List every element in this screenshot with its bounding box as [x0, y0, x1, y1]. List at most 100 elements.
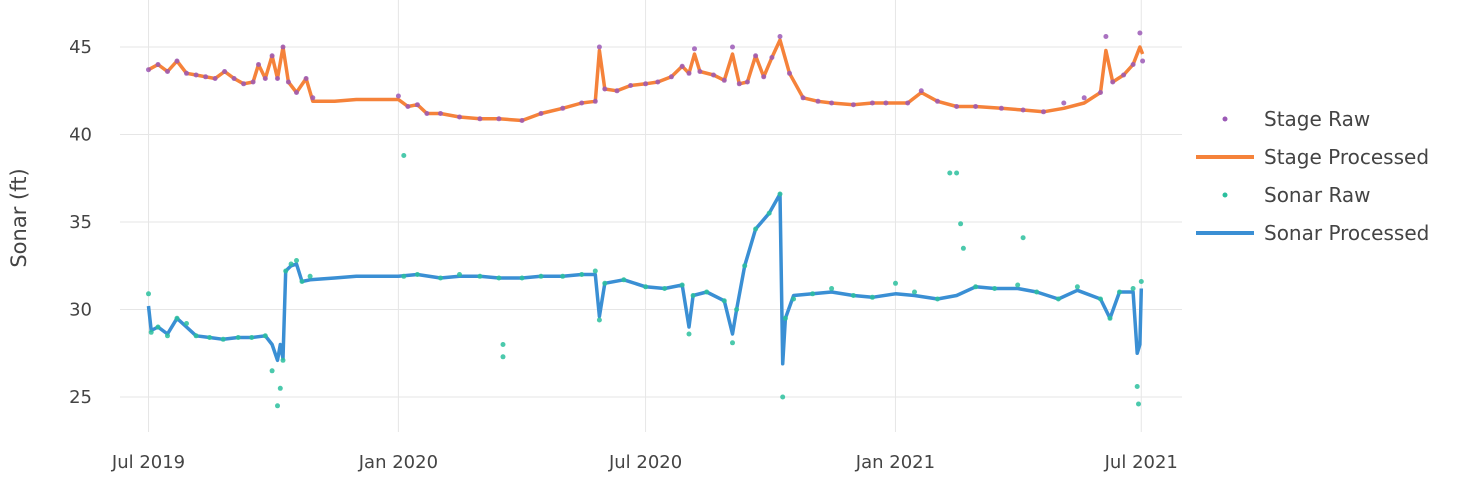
data-point	[736, 81, 742, 87]
data-point	[1041, 109, 1046, 115]
data-point	[998, 105, 1004, 111]
data-point	[791, 296, 797, 302]
legend-label: Stage Processed	[1264, 145, 1429, 169]
data-point	[815, 98, 821, 104]
legend-item[interactable]: Sonar Processed	[1196, 221, 1429, 245]
data-point	[148, 329, 154, 335]
data-point	[519, 275, 525, 281]
data-point	[662, 286, 668, 291]
legend-label: Sonar Raw	[1264, 183, 1371, 207]
data-point	[753, 53, 759, 59]
data-point	[256, 62, 261, 67]
data-point	[1134, 384, 1140, 389]
legend-label: Stage Raw	[1264, 107, 1370, 131]
data-point	[1074, 284, 1080, 290]
data-point	[782, 315, 788, 321]
data-point	[596, 317, 602, 323]
data-point	[850, 102, 856, 108]
data-point	[668, 74, 674, 80]
x-tick-label: Jul 2020	[608, 452, 682, 473]
data-point	[280, 357, 286, 363]
data-point	[155, 62, 161, 67]
data-point	[165, 69, 170, 74]
legend-item[interactable]: Stage Raw	[1222, 107, 1371, 131]
data-point	[262, 333, 268, 339]
legend-item[interactable]: Sonar Raw	[1222, 183, 1371, 207]
data-point	[973, 104, 979, 109]
data-point	[850, 293, 856, 298]
data-point	[560, 105, 566, 111]
series-line	[146, 192, 1144, 366]
data-point	[414, 102, 420, 108]
series-sonar-processed	[146, 192, 1144, 366]
data-point	[742, 263, 748, 269]
data-point	[146, 291, 151, 297]
data-point	[438, 111, 443, 116]
data-point	[269, 53, 275, 59]
data-point	[220, 336, 226, 342]
data-point	[500, 342, 506, 347]
data-point	[602, 280, 608, 286]
data-point	[560, 273, 566, 279]
data-point	[250, 79, 256, 85]
data-point	[692, 46, 697, 52]
y-axis-ticks: 25 30 35 40 45	[69, 37, 92, 408]
data-point	[275, 76, 280, 81]
data-point	[1130, 286, 1136, 291]
data-point	[992, 286, 998, 291]
data-point	[628, 83, 634, 88]
data-point	[893, 280, 898, 286]
data-point	[294, 90, 299, 95]
data-point	[283, 268, 289, 274]
data-point	[730, 44, 735, 50]
data-point	[1110, 79, 1116, 85]
data-point	[401, 153, 407, 158]
x-tick-label: Jan 2020	[358, 452, 438, 473]
data-point	[146, 67, 151, 73]
data-point	[496, 116, 502, 122]
y-tick-label: 30	[69, 300, 92, 321]
data-point	[935, 98, 940, 104]
data-point	[405, 104, 411, 109]
data-point	[1137, 30, 1143, 36]
data-point	[711, 72, 716, 78]
data-point	[912, 289, 917, 295]
data-point	[1020, 235, 1026, 241]
data-point	[1055, 296, 1061, 302]
data-point	[1034, 289, 1040, 295]
data-point	[1020, 107, 1026, 113]
data-point	[203, 74, 209, 80]
data-point	[947, 170, 953, 176]
data-point	[231, 76, 237, 81]
data-point	[679, 282, 685, 288]
data-point	[496, 275, 502, 281]
data-point	[734, 307, 740, 312]
data-point	[280, 44, 286, 50]
data-point	[614, 88, 620, 94]
data-point	[1098, 90, 1103, 95]
data-point	[787, 70, 792, 76]
data-point	[538, 111, 544, 116]
data-point	[477, 273, 483, 279]
data-point	[960, 245, 966, 251]
data-point	[777, 34, 783, 39]
data-point	[697, 69, 703, 74]
data-point	[621, 277, 627, 283]
data-point	[643, 284, 649, 290]
data-point	[1081, 95, 1087, 101]
legend[interactable]: Stage Raw Stage Processed Sonar Raw Sonar P…	[1196, 107, 1429, 245]
data-point	[592, 98, 598, 104]
legend-marker-swatch	[1222, 116, 1228, 122]
data-point	[241, 81, 247, 87]
data-point	[1103, 34, 1109, 39]
data-point	[310, 95, 316, 101]
legend-item[interactable]: Stage Processed	[1196, 145, 1429, 169]
data-point	[686, 331, 692, 337]
data-point	[1130, 62, 1136, 67]
data-point	[1098, 296, 1103, 302]
data-point	[174, 315, 180, 321]
data-point	[1140, 58, 1146, 64]
data-point	[424, 111, 430, 116]
data-point	[457, 114, 462, 120]
